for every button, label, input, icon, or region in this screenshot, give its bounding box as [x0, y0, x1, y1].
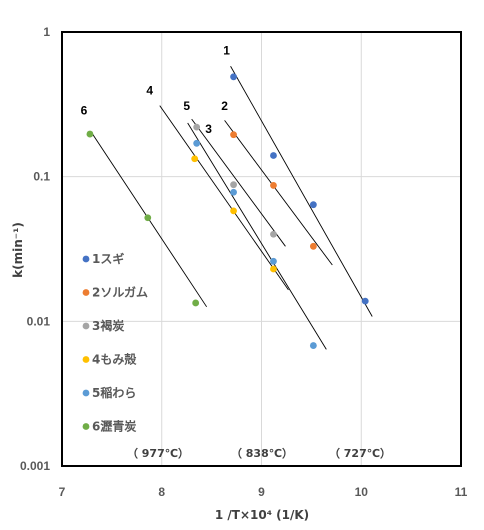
x-tick-label-2: 9 [258, 485, 265, 499]
legend-label-4: 4もみ殻 [92, 352, 137, 367]
data-point-4-2 [270, 265, 277, 273]
legend: 1スギ 2ソルガム 3褐炭 4もみ殻 5稲わら 6瀝青炭 [82, 251, 148, 434]
legend-label-3: 3褐炭 [92, 318, 124, 333]
data-point-1-2 [309, 201, 317, 209]
data-point-6-0 [86, 130, 94, 138]
data-point-3-1 [230, 181, 237, 189]
legend-label-6: 6瀝青炭 [92, 419, 136, 434]
legend-marker-6 [82, 423, 90, 430]
series-label-6: 6 [81, 103, 88, 117]
series-label-2: 2 [221, 99, 228, 113]
data-point-2-2 [309, 242, 317, 250]
x-tick-label-0: 7 [59, 485, 66, 499]
x-tick-label-1: 8 [158, 485, 165, 499]
data-point-6-2 [192, 299, 200, 307]
data-point-3-2 [270, 230, 277, 238]
data-point-5-2 [270, 257, 277, 265]
x-axis-title: 1 /T×10⁴ (1/K) [215, 508, 309, 522]
data-point-5-3 [309, 342, 317, 349]
legend-label-2: 2ソルガム [92, 285, 148, 300]
data-point-5-0 [193, 139, 201, 147]
temperature-label-727: （ 727℃） [329, 447, 391, 460]
temperature-label-838: （ 838℃） [231, 447, 293, 460]
fit-line-5 [187, 122, 327, 350]
fit-line-4 [159, 105, 289, 291]
series-label-3: 3 [205, 122, 212, 136]
y-tick-label-0: 1 [43, 25, 50, 39]
legend-marker-4 [82, 356, 90, 363]
legend-marker-3 [82, 322, 90, 330]
data-point-2-1 [270, 182, 277, 189]
plot-area-border [61, 31, 462, 467]
fit-line-1 [230, 66, 373, 317]
temperature-label-977: （ 977℃） [127, 447, 189, 460]
series-label-5: 5 [183, 99, 190, 113]
data-points [86, 73, 369, 349]
y-tick-label-3: 0.001 [20, 459, 50, 473]
x-tick-label-3: 10 [355, 485, 369, 499]
x-tick-label-4: 11 [455, 485, 468, 499]
y-tick-label-1: 0.1 [33, 170, 50, 184]
legend-label-1: 1スギ [92, 251, 124, 266]
data-point-5-1 [230, 188, 237, 196]
series-label-1: 1 [223, 43, 230, 57]
y-tick-label-2: 0.01 [27, 314, 51, 328]
fit-line-3 [191, 118, 286, 247]
data-point-1-1 [270, 152, 277, 159]
data-point-1-3 [361, 297, 369, 305]
legend-marker-1 [82, 255, 90, 263]
fit-line-2 [224, 120, 333, 266]
legend-marker-5 [82, 389, 90, 397]
y-axis-title: k(min⁻¹) [11, 222, 25, 278]
data-point-4-1 [230, 207, 237, 215]
data-point-6-1 [144, 214, 152, 222]
legend-label-5: 5稲わら [92, 385, 136, 400]
data-point-1-0 [230, 73, 237, 81]
data-point-4-0 [191, 155, 199, 163]
series-label-4: 4 [146, 83, 153, 97]
data-point-3-0 [193, 123, 201, 131]
data-point-2-0 [230, 131, 237, 139]
legend-marker-2 [82, 289, 90, 296]
